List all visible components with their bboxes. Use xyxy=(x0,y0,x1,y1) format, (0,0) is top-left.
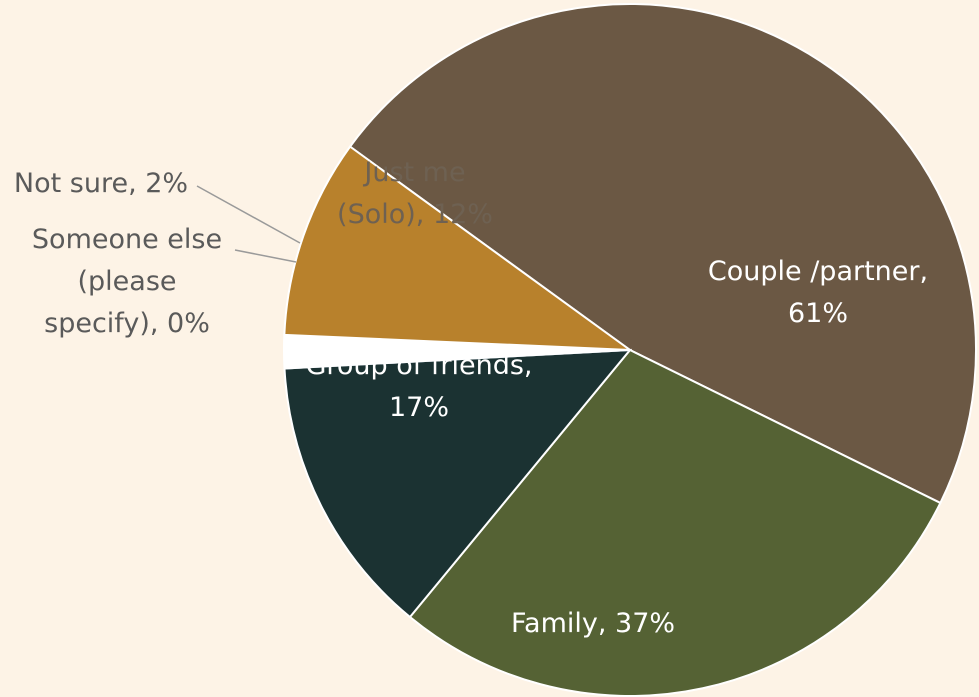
label-line: 61% xyxy=(788,298,848,329)
leader-line xyxy=(234,249,297,263)
leader-line xyxy=(196,185,301,244)
label-line: Couple /partner, xyxy=(708,256,928,287)
label-line: (Solo), 12% xyxy=(337,199,493,230)
label-line: Family, 37% xyxy=(511,608,675,639)
slice-label: Someone else (please specify), 0% xyxy=(32,224,222,339)
slice-label: Couple /partner, 61% xyxy=(708,256,928,329)
label-line: specify), 0% xyxy=(44,308,210,339)
slice-label: Not sure, 2% xyxy=(14,168,188,199)
pie-slice xyxy=(283,145,634,352)
label-line: Just me xyxy=(362,157,465,188)
slice-label: Family, 37% xyxy=(511,608,675,639)
label-line: Someone else xyxy=(32,224,222,255)
pie-slice xyxy=(348,3,977,505)
label-line: (please xyxy=(77,266,176,297)
label-line: 17% xyxy=(389,392,449,423)
slice-label: Group of friends, 17% xyxy=(305,350,532,423)
label-line: Group of friends, xyxy=(305,350,532,381)
pie-slice xyxy=(408,348,942,697)
slice-label: Just me (Solo), 12% xyxy=(337,157,493,230)
label-line: Not sure, 2% xyxy=(14,168,188,199)
pie-slice xyxy=(283,348,633,619)
